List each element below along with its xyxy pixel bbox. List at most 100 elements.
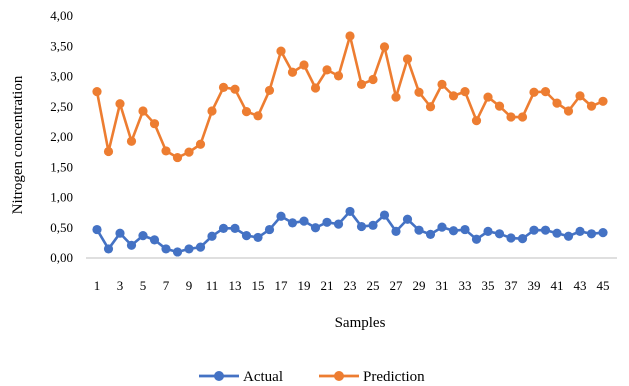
x-axis-tick-labels: 1 3 5 7 9 11 13 15 17 19 21 23 25 27 29 31 33 35 37 39 41 43 4… <box>94 278 610 293</box>
data-point-actual <box>368 220 378 230</box>
data-point-prediction <box>448 91 459 101</box>
data-point-actual <box>241 231 252 241</box>
x-tick-label: 43 <box>574 278 587 293</box>
data-point-actual <box>172 247 183 257</box>
data-point-actual <box>253 232 263 243</box>
data-point-prediction <box>552 98 562 108</box>
x-tick-label: 9 <box>186 278 193 293</box>
data-point-actual <box>575 226 585 236</box>
data-point-actual <box>115 228 125 238</box>
legend-marker-actual <box>214 371 224 381</box>
data-point-prediction <box>241 106 252 117</box>
data-point-prediction <box>586 101 597 111</box>
data-point-actual <box>356 221 367 232</box>
data-point-actual <box>471 234 482 244</box>
data-point-actual <box>402 214 413 224</box>
x-tick-label: 3 <box>117 278 124 293</box>
data-point-actual <box>138 231 148 241</box>
data-point-actual <box>437 222 447 232</box>
data-point-actual <box>310 223 321 233</box>
data-point-actual <box>483 226 493 236</box>
x-tick-label: 23 <box>344 278 357 293</box>
data-point-prediction <box>299 60 309 70</box>
data-point-actual <box>529 225 539 235</box>
y-tick-label: 1,50 <box>50 159 73 174</box>
data-point-prediction <box>126 136 137 146</box>
legend-item-actual: Actual <box>199 369 283 385</box>
data-point-prediction <box>230 84 240 94</box>
data-point-prediction <box>345 31 355 41</box>
data-point-actual <box>276 211 286 221</box>
data-point-prediction <box>460 87 470 97</box>
data-point-prediction <box>540 87 551 97</box>
legend-label-actual: Actual <box>243 369 283 385</box>
data-point-actual <box>161 244 171 254</box>
y-tick-label: 3,50 <box>50 38 73 53</box>
x-tick-label: 17 <box>275 278 289 293</box>
data-point-prediction <box>333 71 344 81</box>
y-tick-label: 0,00 <box>50 250 73 265</box>
data-point-prediction <box>103 146 114 157</box>
x-tick-label: 13 <box>229 278 242 293</box>
data-point-prediction <box>483 92 493 102</box>
data-point-actual <box>506 233 516 243</box>
data-point-prediction <box>598 96 608 106</box>
data-point-actual <box>230 223 240 233</box>
y-axis-title: Nitrogen concentration <box>10 75 26 214</box>
data-point-actual <box>195 242 206 252</box>
data-point-actual <box>379 210 390 220</box>
x-tick-label: 11 <box>206 278 219 293</box>
data-point-prediction <box>253 111 263 121</box>
data-point-actual <box>586 229 597 239</box>
data-point-prediction <box>356 79 367 89</box>
x-tick-label: 37 <box>505 278 519 293</box>
data-point-prediction <box>506 112 516 122</box>
data-point-actual <box>448 226 459 236</box>
data-point-actual <box>425 229 436 240</box>
x-axis-title: Samples <box>335 315 386 331</box>
series-line-prediction <box>95 34 604 159</box>
data-point-prediction <box>563 106 574 116</box>
data-point-prediction <box>402 54 413 64</box>
data-point-actual <box>552 228 562 238</box>
x-tick-label: 15 <box>252 278 265 293</box>
data-point-actual <box>460 224 470 235</box>
x-tick-label: 33 <box>459 278 472 293</box>
data-point-actual <box>92 224 102 235</box>
data-point-actual <box>563 231 574 241</box>
series-prediction <box>92 31 608 163</box>
x-tick-label: 27 <box>390 278 404 293</box>
data-point-actual <box>345 206 355 217</box>
series-line-actual <box>95 210 604 254</box>
x-tick-label: 31 <box>436 278 449 293</box>
x-tick-label: 21 <box>321 278 334 293</box>
y-tick-label: 3,00 <box>50 69 73 84</box>
data-point-prediction <box>494 101 505 111</box>
data-point-prediction <box>575 91 585 101</box>
data-point-actual <box>287 218 298 228</box>
data-point-prediction <box>471 116 482 126</box>
data-point-prediction <box>207 106 217 116</box>
y-tick-label: 0,50 <box>50 220 73 235</box>
x-tick-label: 25 <box>367 278 380 293</box>
data-point-actual <box>149 235 160 245</box>
data-point-prediction <box>414 87 424 97</box>
y-axis-tick-labels: 0,00 0,50 1,00 1,50 2,00 2,50 3,00 3,50 4,00 <box>50 8 73 265</box>
x-tick-label: 45 <box>597 278 610 293</box>
data-point-actual <box>333 219 344 229</box>
x-tick-label: 7 <box>163 278 170 293</box>
series-actual <box>92 206 608 257</box>
data-point-actual <box>299 216 309 226</box>
legend: Actual Prediction <box>199 369 425 385</box>
data-point-prediction <box>149 119 160 129</box>
data-point-actual <box>218 223 229 233</box>
data-point-prediction <box>368 74 378 85</box>
data-point-prediction <box>138 106 148 116</box>
data-point-prediction <box>287 67 298 77</box>
data-point-prediction <box>218 82 229 92</box>
y-tick-label: 1,00 <box>50 190 73 205</box>
x-tick-label: 39 <box>528 278 541 293</box>
x-tick-label: 29 <box>413 278 426 293</box>
data-point-prediction <box>310 83 321 93</box>
